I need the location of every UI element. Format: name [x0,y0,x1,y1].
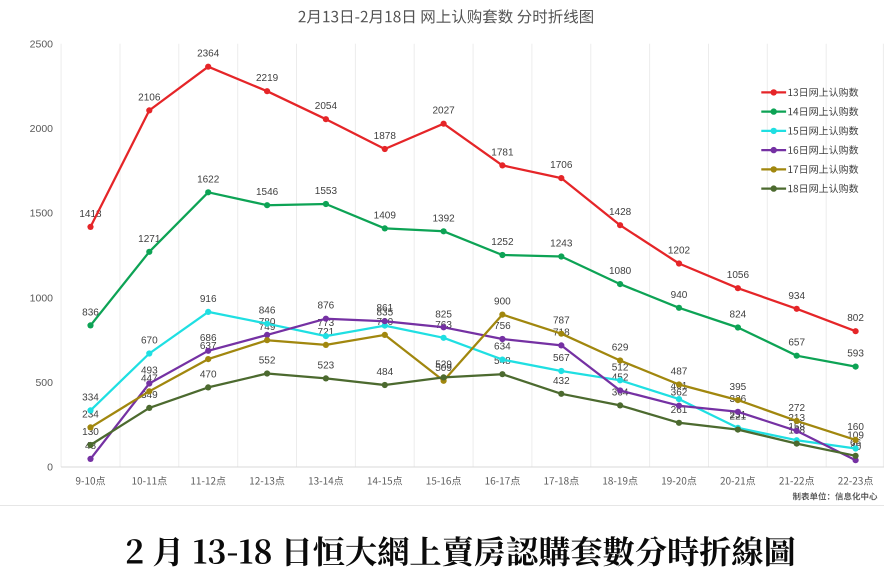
svg-text:1243: 1243 [550,239,573,250]
svg-text:1271: 1271 [138,234,161,245]
svg-text:916: 916 [200,294,217,305]
svg-text:756: 756 [494,321,511,332]
svg-text:109: 109 [847,431,864,442]
svg-text:861: 861 [376,303,393,314]
svg-text:2106: 2106 [138,92,161,103]
svg-text:1706: 1706 [550,160,573,171]
svg-text:2364: 2364 [197,49,220,60]
svg-text:1428: 1428 [609,207,632,218]
svg-text:629: 629 [612,343,629,354]
svg-text:487: 487 [671,367,688,378]
svg-text:1080: 1080 [609,266,632,277]
svg-text:749: 749 [259,322,276,333]
svg-text:395: 395 [730,382,747,393]
svg-text:900: 900 [494,297,511,308]
svg-text:234: 234 [82,409,99,420]
svg-text:940: 940 [671,290,688,301]
svg-text:0: 0 [47,462,53,474]
svg-text:362: 362 [671,388,688,399]
svg-text:802: 802 [847,313,864,324]
svg-text:670: 670 [141,336,158,347]
svg-text:876: 876 [318,301,335,312]
svg-text:231: 231 [730,410,747,421]
svg-text:221: 221 [730,412,747,423]
svg-text:567: 567 [553,353,570,364]
svg-text:637: 637 [200,341,217,352]
svg-text:1056: 1056 [727,270,750,281]
svg-text:272: 272 [788,403,805,414]
svg-text:787: 787 [553,316,570,327]
svg-text:1000: 1000 [30,292,54,304]
svg-text:1781: 1781 [491,147,514,158]
svg-text:1553: 1553 [315,186,338,197]
svg-text:66: 66 [850,438,862,449]
svg-text:160: 160 [847,422,864,433]
svg-text:334: 334 [82,392,99,403]
svg-text:493: 493 [141,366,158,377]
svg-text:1546: 1546 [256,187,279,198]
svg-text:825: 825 [435,309,452,320]
svg-text:349: 349 [141,390,158,401]
svg-text:836: 836 [82,307,99,318]
svg-text:1500: 1500 [30,208,54,220]
svg-text:846: 846 [259,306,276,317]
svg-text:509: 509 [435,363,452,374]
svg-text:835: 835 [376,308,393,319]
svg-text:432: 432 [553,376,570,387]
svg-text:447: 447 [141,373,158,384]
svg-text:2054: 2054 [315,101,338,112]
svg-text:1878: 1878 [374,131,397,142]
svg-text:1622: 1622 [197,174,220,185]
svg-text:686: 686 [200,333,217,344]
svg-text:1392: 1392 [432,213,455,224]
svg-text:1409: 1409 [374,210,397,221]
svg-text:593: 593 [847,349,864,360]
svg-text:552: 552 [259,356,276,367]
svg-text:721: 721 [318,327,335,338]
svg-text:130: 130 [82,427,99,438]
svg-text:2000: 2000 [30,123,54,135]
svg-text:934: 934 [788,291,805,302]
svg-text:523: 523 [318,360,335,371]
svg-text:2500: 2500 [30,38,54,50]
svg-text:1252: 1252 [491,237,514,248]
svg-text:1202: 1202 [668,246,691,257]
svg-text:824: 824 [730,310,747,321]
svg-text:512: 512 [612,362,629,373]
svg-text:634: 634 [494,342,511,353]
svg-text:1418: 1418 [79,209,102,220]
svg-text:657: 657 [788,338,805,349]
svg-text:261: 261 [671,405,688,416]
svg-text:529: 529 [435,359,452,370]
svg-text:484: 484 [376,367,393,378]
svg-text:470: 470 [200,369,217,380]
svg-text:158: 158 [788,422,805,433]
svg-text:500: 500 [35,377,53,389]
svg-text:2027: 2027 [432,106,455,117]
svg-text:773: 773 [318,318,335,329]
svg-text:2219: 2219 [256,73,279,84]
